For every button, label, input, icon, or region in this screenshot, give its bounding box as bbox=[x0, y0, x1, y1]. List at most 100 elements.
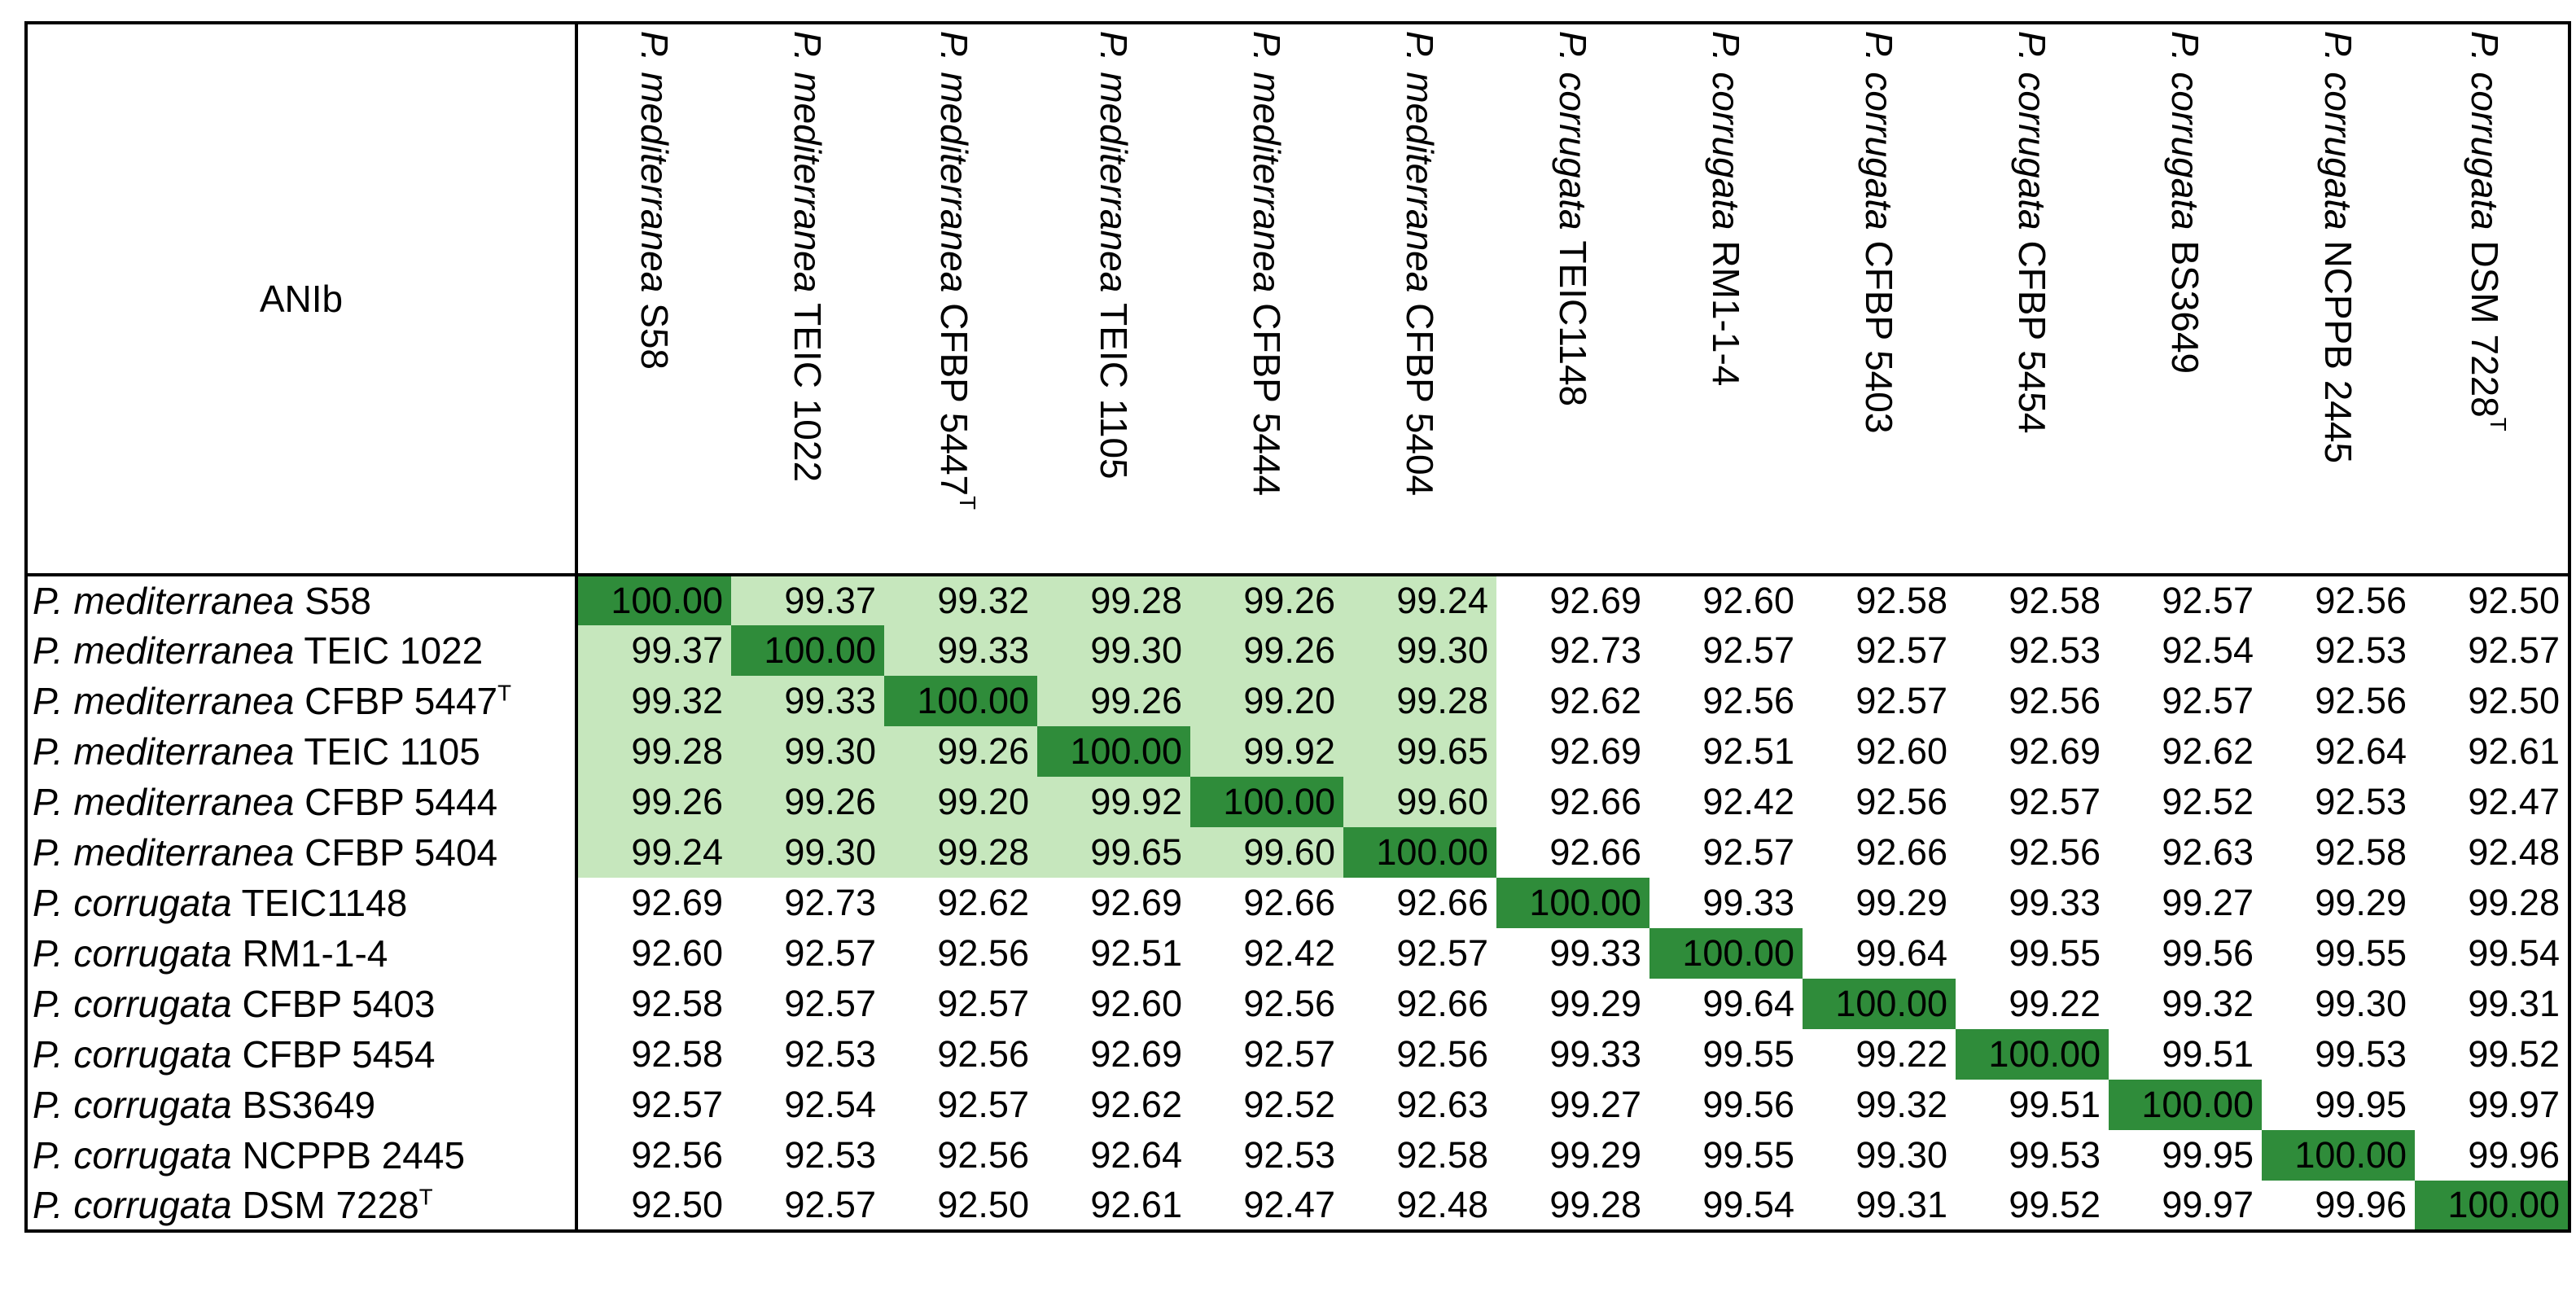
ani-value-cell: 100.00 bbox=[1496, 878, 1649, 928]
row-label-strain: BS3649 bbox=[242, 1084, 376, 1126]
column-header-label: P. mediterranea CFBP 5447T bbox=[932, 31, 987, 510]
column-header-strain: CFBP 5447 bbox=[932, 303, 975, 497]
ani-value-cell: 99.33 bbox=[1549, 1033, 1641, 1075]
ani-value-cell: 99.30 bbox=[1343, 625, 1496, 676]
column-header: P. corrugata CFBP 5403 bbox=[1803, 21, 1956, 576]
ani-value-cell: 92.51 bbox=[1090, 932, 1182, 974]
column-header: P. mediterranea S58 bbox=[576, 21, 731, 576]
ani-value-cell: 92.61 bbox=[1037, 1181, 1190, 1233]
column-header: P. corrugata BS3649 bbox=[2109, 21, 2262, 576]
column-header-strain: TEIC 1022 bbox=[786, 303, 829, 483]
ani-value-cell: 99.56 bbox=[1702, 1084, 1794, 1125]
ani-value-cell: 92.56 bbox=[631, 1134, 723, 1176]
ani-value-cell: 92.50 bbox=[2415, 676, 2571, 726]
ani-value-cell: 92.56 bbox=[937, 1134, 1029, 1176]
row-label-species: P. mediterranea bbox=[33, 629, 295, 672]
ani-value-cell: 92.48 bbox=[2415, 827, 2571, 878]
column-header-species: P. corrugata bbox=[2317, 31, 2359, 230]
column-header-strain: RM1-1-4 bbox=[1705, 240, 1747, 387]
ani-value-cell: 99.29 bbox=[2315, 882, 2407, 923]
ani-value-cell: 99.24 bbox=[1343, 575, 1496, 625]
ani-value-cell: 92.58 bbox=[2315, 831, 2407, 873]
ani-value-cell: 100.00 bbox=[576, 575, 731, 625]
column-header-species: P. corrugata bbox=[1858, 31, 1900, 230]
ani-value-cell: 92.58 bbox=[631, 1033, 723, 1075]
ani-value-cell: 99.33 bbox=[731, 676, 884, 726]
column-header-label: P. corrugata RM1-1-4 bbox=[1705, 31, 1747, 387]
column-header: P. mediterranea CFBP 5447T bbox=[884, 21, 1037, 576]
row-label: P. corrugata BS3649 bbox=[24, 1080, 578, 1130]
ani-value-cell: 99.28 bbox=[1343, 676, 1496, 726]
row-label-strain: TEIC 1022 bbox=[304, 629, 484, 672]
ani-value-cell: 92.69 bbox=[2009, 730, 2101, 772]
ani-value-cell: 92.56 bbox=[2315, 680, 2407, 721]
ani-value-cell: 92.56 bbox=[2009, 680, 2101, 721]
ani-value-cell: 92.64 bbox=[1090, 1134, 1182, 1176]
ani-value-cell: 92.69 bbox=[1549, 580, 1641, 621]
ani-value-cell: 99.28 bbox=[1037, 575, 1190, 625]
ani-value-cell: 92.62 bbox=[2162, 730, 2254, 772]
ani-value-cell: 99.52 bbox=[1956, 1181, 2109, 1233]
table-row: P. mediterranea CFBP 5447T 99.32 99.33 100.… bbox=[24, 676, 2571, 726]
ani-value-cell: 99.92 bbox=[1190, 726, 1343, 777]
ani-value-cell: 92.47 bbox=[2415, 777, 2571, 827]
row-label-strain: S58 bbox=[304, 580, 371, 622]
row-label-species: P. mediterranea bbox=[33, 730, 295, 773]
ani-value-cell: 92.57 bbox=[1243, 1033, 1335, 1075]
ani-value-cell: 99.60 bbox=[1190, 827, 1343, 878]
column-header-species: P. corrugata bbox=[1552, 31, 1594, 230]
ani-value-cell: 100.00 bbox=[884, 676, 1037, 726]
ani-value-cell: 99.32 bbox=[576, 676, 731, 726]
row-label: P. mediterranea CFBP 5444 bbox=[24, 777, 578, 827]
row-label-species: P. corrugata bbox=[33, 1084, 232, 1126]
table-row: P. corrugata DSM 7228T 92.50 92.57 92.50 92.… bbox=[24, 1181, 2571, 1233]
column-header-species: P. corrugata bbox=[2164, 31, 2206, 230]
ani-value-cell: 92.69 bbox=[1549, 730, 1641, 772]
row-label-strain: DSM 7228 bbox=[242, 1184, 419, 1226]
ani-value-cell: 92.62 bbox=[1090, 1084, 1182, 1125]
column-header-species: P. mediterranea bbox=[1246, 31, 1288, 293]
ani-value-cell: 92.56 bbox=[2315, 580, 2407, 621]
ani-value-cell: 99.30 bbox=[1855, 1134, 1947, 1176]
row-label-species: P. corrugata bbox=[33, 1134, 232, 1177]
ani-value-cell: 92.50 bbox=[576, 1181, 731, 1233]
ani-value-cell: 99.53 bbox=[2009, 1134, 2101, 1176]
ani-value-cell: 92.57 bbox=[784, 983, 876, 1024]
ani-value-cell: 99.26 bbox=[884, 726, 1037, 777]
column-header-strain: DSM 7228 bbox=[2463, 240, 2506, 418]
ani-value-cell: 92.56 bbox=[1702, 680, 1794, 721]
column-header-label: P. corrugata DSM 7228T bbox=[2463, 31, 2517, 432]
ani-value-cell: 92.57 bbox=[731, 1181, 884, 1233]
ani-value-cell: 99.29 bbox=[1549, 983, 1641, 1024]
ani-value-cell: 99.26 bbox=[1037, 676, 1190, 726]
ani-value-cell: 99.30 bbox=[2315, 983, 2407, 1024]
ani-value-cell: 99.55 bbox=[2315, 932, 2407, 974]
row-label: P. corrugata NCPPB 2445 bbox=[24, 1130, 578, 1181]
ani-value-cell: 100.00 bbox=[1803, 979, 1956, 1029]
ani-value-cell: 92.57 bbox=[1855, 680, 1947, 721]
column-header-type-strain-mark: T bbox=[2486, 417, 2512, 432]
ani-value-cell: 92.52 bbox=[1243, 1084, 1335, 1125]
ani-value-cell: 92.60 bbox=[631, 932, 723, 974]
table-row: P. corrugata BS3649 92.57 92.54 92.57 92.62 9… bbox=[24, 1080, 2571, 1130]
ani-value-cell: 99.20 bbox=[1190, 676, 1343, 726]
column-header-species: P. mediterranea bbox=[633, 31, 676, 293]
ani-value-cell: 99.28 bbox=[884, 827, 1037, 878]
ani-value-cell: 99.27 bbox=[2162, 882, 2254, 923]
ani-value-cell: 92.52 bbox=[2162, 781, 2254, 822]
column-header-species: P. corrugata bbox=[1705, 31, 1747, 230]
row-label: P. corrugata DSM 7228T bbox=[24, 1181, 578, 1233]
ani-value-cell: 92.73 bbox=[1549, 629, 1641, 671]
ani-value-cell: 99.33 bbox=[884, 625, 1037, 676]
ani-value-cell: 99.60 bbox=[1343, 777, 1496, 827]
row-label-strain: CFBP 5403 bbox=[242, 983, 436, 1025]
ani-value-cell: 92.63 bbox=[2162, 831, 2254, 873]
ani-value-cell: 92.69 bbox=[631, 882, 723, 923]
row-label: P. mediterranea TEIC 1022 bbox=[24, 625, 578, 676]
ani-value-cell: 99.29 bbox=[1549, 1134, 1641, 1176]
ani-value-cell: 99.54 bbox=[2415, 928, 2571, 979]
row-label: P. mediterranea CFBP 5404 bbox=[24, 827, 578, 878]
row-label-species: P. mediterranea bbox=[33, 680, 295, 722]
ani-value-cell: 100.00 bbox=[2415, 1181, 2571, 1233]
row-label-strain: CFBP 5444 bbox=[304, 781, 498, 823]
